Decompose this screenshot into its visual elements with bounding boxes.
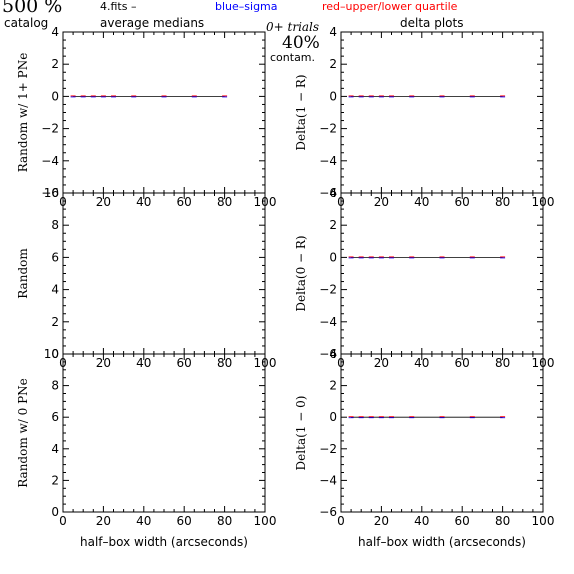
percent-label: 500 % [2,0,63,17]
y-tick-label: 4 [51,442,59,456]
y-tick-label: 0 [329,410,337,424]
plot-frame [62,31,266,194]
y-axis-label: Delta(0 − R) [294,235,308,311]
x-tick-label: 100 [532,514,555,528]
catalog-label: catalog [4,16,49,30]
y-axis-label: Random w/ 0 PNe [16,378,30,488]
x-tick-label: 40 [414,195,429,209]
y-tick-label: 0 [329,250,337,264]
y-tick-label: −6 [41,186,59,200]
x-tick-label: 20 [374,356,389,370]
x-tick-label: 80 [217,195,232,209]
y-tick-label: 8 [51,218,59,232]
y-tick-label: 2 [51,473,59,487]
x-tick-label: 60 [177,195,192,209]
panel-delta-1-0: 0 20 40 60 80 100 −6 −4 −2 0 2 4 Delta(1 − 0) half–bo… [294,347,554,549]
y-tick-label: 8 [51,379,59,393]
sigma-legend-label: blue–sigma [215,0,278,13]
x-tick-label: 80 [217,514,232,528]
file-label: 4.fits – [100,0,137,13]
y-tick-label: 10 [44,186,59,200]
y-tick-label: 2 [51,57,59,71]
y-tick-label: −4 [319,154,337,168]
x-tick-label: 40 [414,356,429,370]
y-tick-label: 0 [51,347,59,361]
trials-label: 0+ trials [266,20,320,34]
y-tick-label: 4 [329,186,337,200]
x-tick-label: 20 [96,356,111,370]
x-tick-label: 20 [96,195,111,209]
y-tick-label: −6 [319,505,337,519]
y-tick-label: 0 [51,505,59,519]
y-tick-label: 4 [329,25,337,39]
x-axis-label: half–box width (arcseconds) [80,535,248,549]
y-tick-label: 2 [329,57,337,71]
x-tick-label: 80 [495,356,510,370]
plot-frame [340,31,544,194]
x-tick-label: 80 [495,195,510,209]
y-tick-label: 2 [329,379,337,393]
x-tick-label: 0 [59,514,67,528]
contamination-label: contam. [270,51,316,64]
panel-random-0: 0 20 40 60 80 100 0 2 4 6 8 10 Random w/ 0 PNe half–b… [16,347,276,549]
x-tick-label: 20 [374,195,389,209]
x-tick-label: 40 [136,195,151,209]
y-tick-label: −6 [319,186,337,200]
x-axis-label: half–box width (arcseconds) [358,535,526,549]
y-tick-label: −2 [319,442,337,456]
y-axis-label: Delta(1 − R) [294,74,308,150]
y-tick-label: 6 [51,250,59,264]
average-medians-label: average medians [100,16,205,30]
y-tick-label: −6 [319,347,337,361]
x-tick-label: 60 [455,514,470,528]
y-tick-label: 2 [51,315,59,329]
y-tick-label: 0 [51,89,59,103]
y-tick-label: −2 [41,122,59,136]
y-tick-label: 0 [329,89,337,103]
y-tick-label: −4 [41,154,59,168]
x-tick-label: 40 [136,514,151,528]
y-tick-label: 4 [51,25,59,39]
quartile-legend-label: red–upper/lower quartile [322,0,458,13]
x-tick-label: 0 [337,514,345,528]
y-tick-label: 4 [329,347,337,361]
x-tick-label: 80 [217,356,232,370]
y-tick-label: 10 [44,347,59,361]
x-tick-label: 80 [495,514,510,528]
plot-frame [340,192,544,355]
delta-plots-label: delta plots [400,16,464,30]
plot-frame [62,192,266,355]
x-tick-label: 40 [136,356,151,370]
y-axis-label: Random w/ 1+ PNe [16,53,30,173]
y-tick-label: −4 [319,473,337,487]
y-tick-label: 6 [51,410,59,424]
plot-frame [62,353,266,513]
y-tick-label: −4 [319,315,337,329]
x-tick-label: 60 [177,356,192,370]
x-tick-label: 60 [455,195,470,209]
plot-frame [340,353,544,513]
y-tick-label: −2 [319,283,337,297]
y-axis-label: Delta(1 − 0) [294,396,308,471]
x-tick-label: 40 [414,514,429,528]
x-tick-label: 100 [254,514,277,528]
x-tick-label: 20 [374,514,389,528]
x-tick-label: 60 [455,356,470,370]
y-tick-label: 4 [51,283,59,297]
x-tick-label: 20 [96,514,111,528]
y-axis-label: Random [16,248,30,299]
y-tick-label: −2 [319,122,337,136]
x-tick-label: 60 [177,514,192,528]
y-tick-label: 2 [329,218,337,232]
contamination-value: 40% [282,33,320,53]
